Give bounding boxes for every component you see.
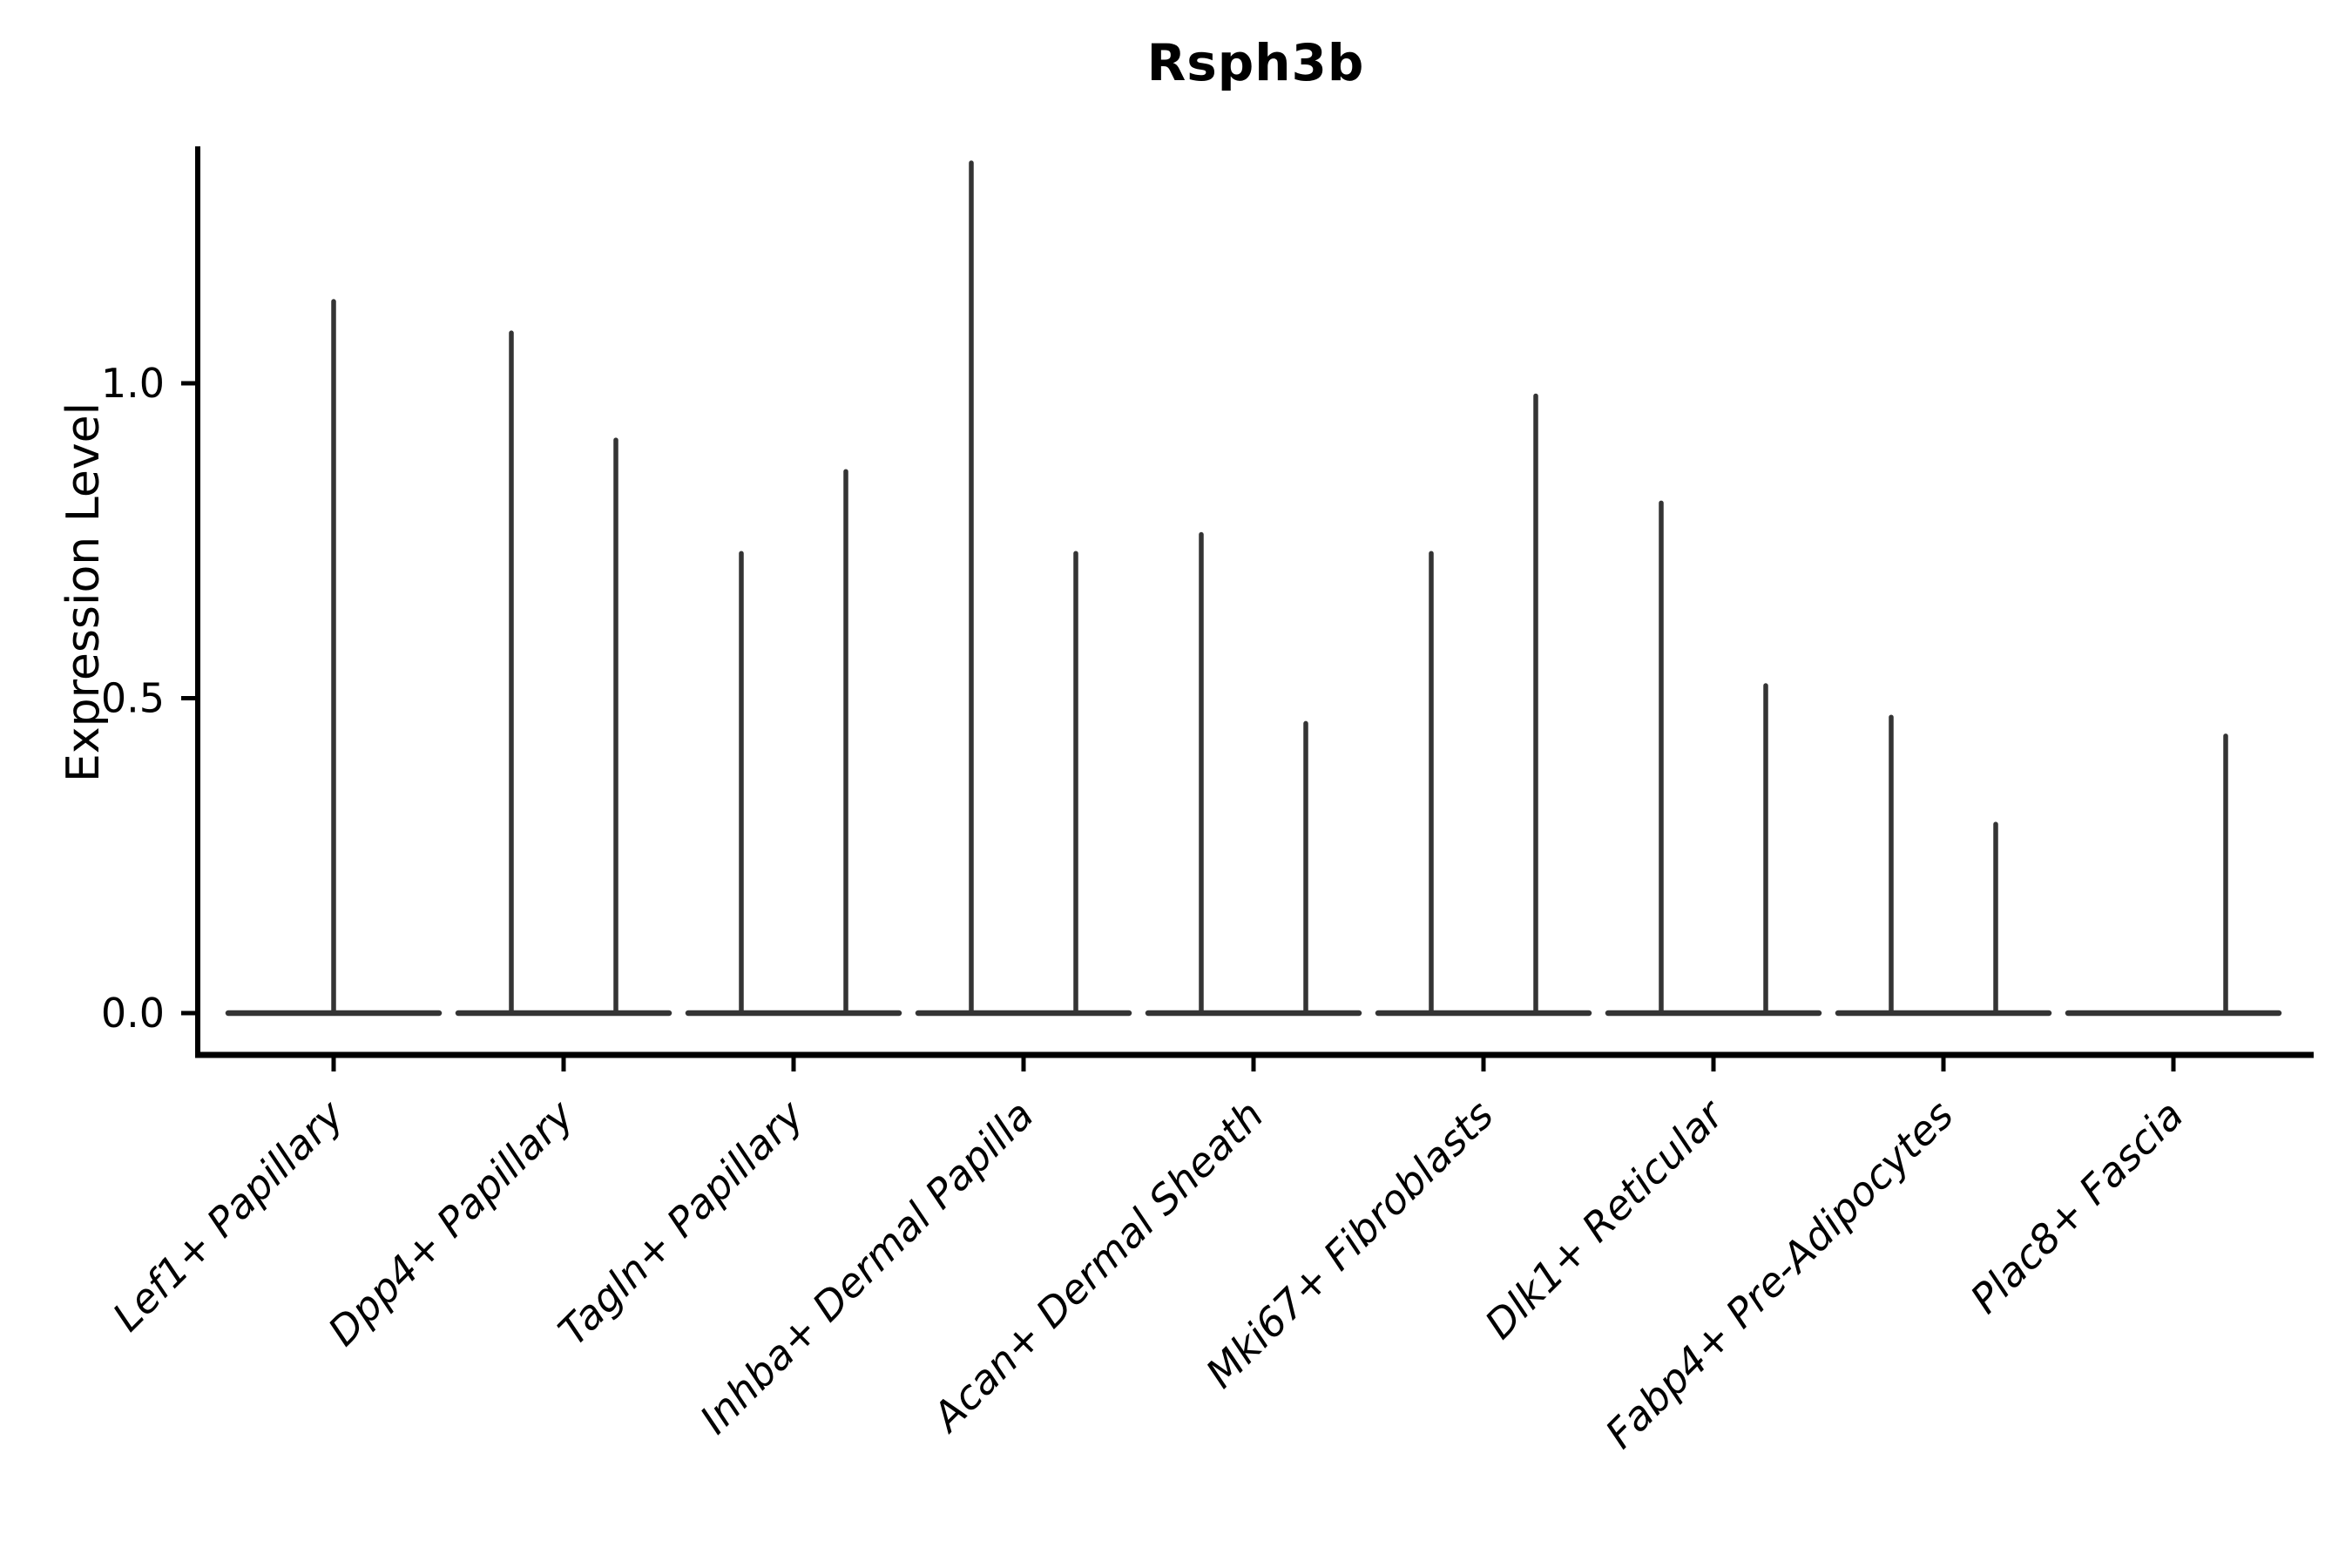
x-category-label: Lef1+ Papillary (104, 1091, 353, 1340)
y-tick-label: 0.5 (101, 675, 165, 722)
y-tick-label: 0.0 (101, 990, 165, 1037)
page-title: Rsph3b (1146, 33, 1365, 92)
x-category-label: Dpp4+ Papillary (319, 1091, 583, 1355)
x-category-label: Dlk1+ Reticular (1476, 1089, 1734, 1348)
axes-layer (181, 146, 2314, 1071)
violins-layer (225, 160, 2282, 1017)
y-tick-label: 1.0 (101, 360, 165, 407)
x-category-label: Plac8+ Fascia (1961, 1092, 2192, 1322)
x-category-label: Tagln+ Papillary (549, 1091, 813, 1355)
